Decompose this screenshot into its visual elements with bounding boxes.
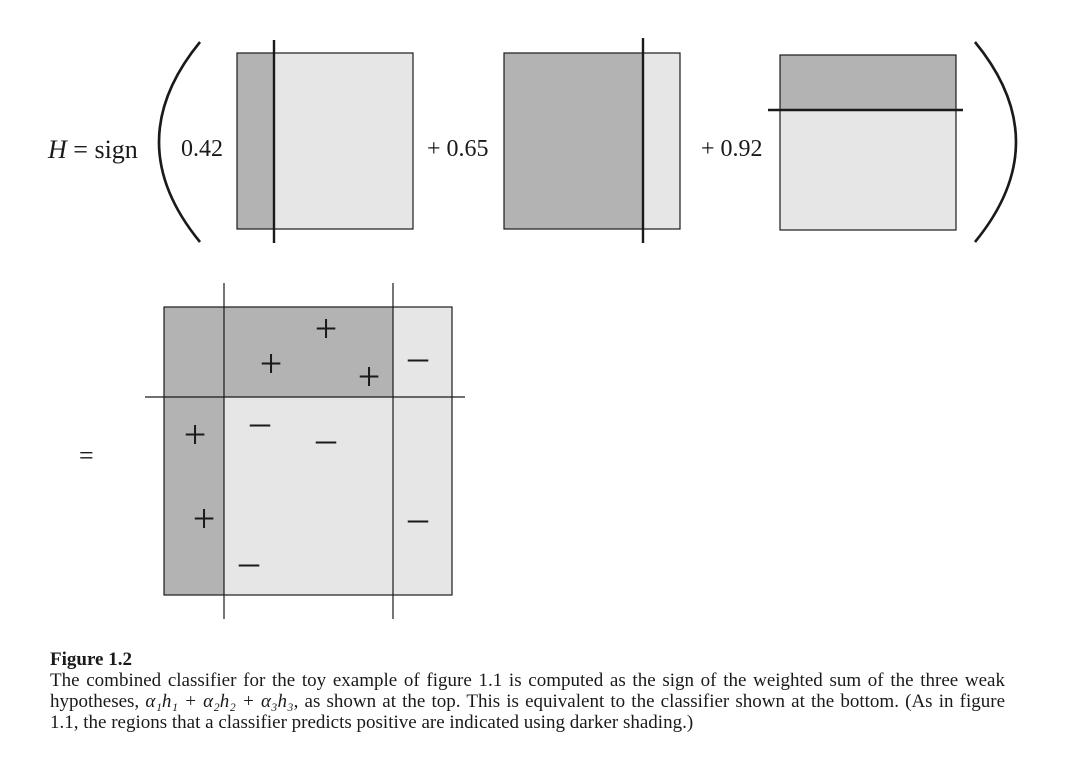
weak-hypothesis-1: [236, 40, 414, 243]
caption-math: α₁h₁ + α₂h₂ + α₃h₃: [145, 691, 294, 712]
plus-marker: +: [184, 412, 207, 457]
weak-hypothesis-3: [768, 54, 963, 231]
h3-light-region: [780, 110, 956, 230]
minus-marker: –: [407, 334, 429, 379]
sign-text: = sign: [66, 135, 138, 164]
weak-hypothesis-2: [503, 38, 681, 243]
h3-dark-region: [780, 55, 956, 110]
minus-marker: –: [249, 399, 271, 444]
caption-title: Figure 1.2: [50, 649, 132, 670]
h2-border: [503, 52, 681, 230]
combined-classifier: + + + + + – – – – –: [145, 283, 465, 619]
minus-marker: –: [407, 495, 429, 540]
left-paren: [157, 41, 202, 243]
plus-marker: +: [193, 496, 216, 541]
plus-marker: +: [260, 341, 283, 386]
equals-sign: =: [79, 441, 94, 470]
caption-text-before: The combined classifier for the toy exam…: [50, 670, 1005, 712]
coefficient-1: 0.42: [181, 136, 223, 162]
plus-marker: +: [315, 306, 338, 351]
equation-lhs: H = sign: [48, 137, 138, 163]
caption-text: The combined classifier for the toy exam…: [50, 670, 1005, 733]
classifier-diagram: + + + + + – – – – –: [145, 38, 1018, 619]
h1-dark-region: [237, 53, 274, 229]
combined-dark-left: [164, 307, 224, 595]
combined-border: [163, 306, 453, 596]
h1-border: [236, 52, 414, 230]
right-paren: [973, 41, 1018, 243]
minus-marker: –: [315, 416, 337, 461]
h1-light-region: [274, 53, 413, 229]
minus-marker: –: [238, 539, 260, 584]
combined-dark-top: [224, 307, 393, 397]
h3-border: [779, 54, 957, 231]
caption-text-after: , as shown at the top. This is equivalen…: [50, 691, 1006, 733]
coefficient-2: + 0.65: [427, 136, 489, 162]
h2-light-region: [643, 53, 680, 229]
coefficient-3: + 0.92: [701, 136, 763, 162]
plus-marker: +: [358, 354, 381, 399]
h2-dark-region: [504, 53, 643, 229]
figure-caption: Figure 1.2 The combined classifier for t…: [50, 649, 1005, 733]
H-symbol: H: [48, 135, 67, 164]
